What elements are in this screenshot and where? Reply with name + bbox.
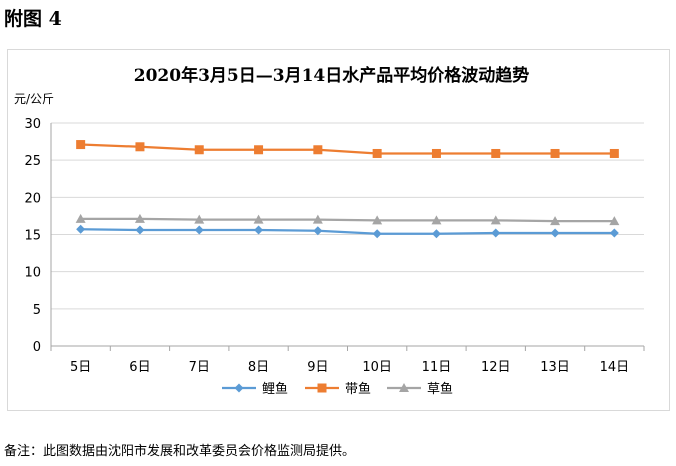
data-point [134,213,145,223]
data-point [609,228,619,238]
y-axis-label: 元/公斤 [14,92,54,106]
data-point [550,228,560,238]
data-point [253,214,264,224]
data-point [313,226,323,236]
data-point [194,225,204,235]
x-tick-label: 7日 [189,360,210,375]
legend-label: 鲤鱼 [262,381,288,397]
series-line-3 [80,217,615,223]
y-tick-label: 10 [24,266,41,281]
chart-frame [7,49,670,411]
data-point [372,229,382,239]
data-point [254,145,264,155]
data-point [491,228,501,238]
chart-title: 2020年3月5日—3月14日水产品平均价格波动趋势 [133,66,530,86]
data-point [550,216,561,226]
data-point [135,142,145,152]
data-point [431,148,441,158]
series-line-1 [80,228,615,235]
data-point [76,224,86,234]
data-point [431,215,442,225]
x-tick-label: 14日 [600,360,630,375]
x-tick-label: 5日 [70,360,91,375]
x-tick-label: 9日 [307,360,328,375]
legend-marker [234,383,244,393]
data-point [76,140,86,150]
x-tick-label: 6日 [129,360,150,375]
series-line-2 [80,143,615,155]
data-point [313,145,323,155]
data-point [491,148,501,158]
data-point [312,214,323,224]
legend-marker [399,383,409,392]
x-tick-label: 8日 [248,360,269,375]
x-tick-label: 11日 [422,360,452,375]
legend-label: 带鱼 [345,381,371,397]
data-point [75,213,86,223]
x-tick-label: 12日 [481,360,511,375]
data-point [609,216,620,226]
legend-label: 草鱼 [427,381,453,397]
data-point [372,215,383,225]
data-point [372,148,382,158]
data-point [550,148,560,158]
x-tick-label: 10日 [362,360,392,375]
legend-marker [317,383,327,393]
y-tick-label: 30 [24,117,41,132]
data-point [609,148,619,158]
data-point [431,229,441,239]
footnote: 备注：此图数据由沈阳市发展和改革委员会价格监测局提供。 [4,444,356,459]
y-tick-label: 0 [33,340,41,355]
data-point [490,215,501,225]
data-point [194,145,204,155]
data-point [254,225,264,235]
y-tick-label: 15 [24,229,41,244]
x-tick-label: 13日 [540,360,570,375]
y-tick-label: 25 [24,154,41,169]
data-point [194,214,205,224]
y-tick-label: 5 [33,303,41,318]
y-tick-label: 20 [24,191,41,206]
data-point [135,225,145,235]
figure-label: 附图 4 [4,8,62,30]
